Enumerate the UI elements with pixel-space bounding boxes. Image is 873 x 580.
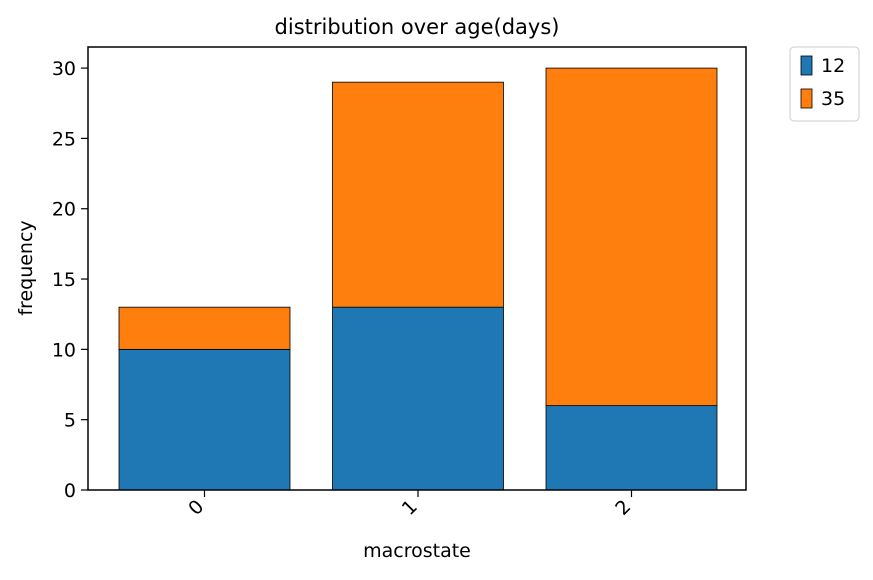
y-tick-label: 10 (52, 339, 76, 361)
bar-series-12-category-2 (545, 405, 718, 491)
bar-series-12-category-1 (332, 306, 504, 491)
bars-layer (118, 67, 718, 491)
legend-label-12: 12 (821, 55, 845, 77)
x-tick-label: 1 (398, 496, 422, 520)
chart-title: distribution over age(days) (275, 15, 560, 39)
y-axis: 0 5 10 15 20 25 30 (52, 58, 88, 502)
y-tick-label: 30 (52, 58, 76, 80)
x-axis-label: macrostate (363, 540, 471, 562)
y-tick-label: 5 (64, 410, 76, 432)
x-tick-label: 0 (184, 496, 208, 520)
plot-frame (87, 46, 747, 491)
legend-swatch-35 (800, 88, 813, 109)
y-tick-label: 25 (52, 128, 76, 150)
y-tick-label: 15 (52, 269, 76, 291)
legend-label-35: 35 (821, 88, 845, 110)
legend-swatch-12 (800, 55, 813, 76)
bar-series-12-category-0 (118, 348, 291, 491)
bar-series-35-category-0 (118, 306, 291, 350)
x-axis: 0 1 2 (184, 490, 635, 520)
y-axis-label: frequency (15, 220, 37, 315)
y-tick-label: 0 (64, 480, 76, 502)
x-tick-label: 2 (611, 496, 635, 520)
bar-series-35-category-2 (545, 67, 718, 407)
y-tick-label: 20 (52, 199, 76, 221)
legend: 12 35 (789, 46, 860, 122)
bar-series-35-category-1 (332, 81, 504, 308)
